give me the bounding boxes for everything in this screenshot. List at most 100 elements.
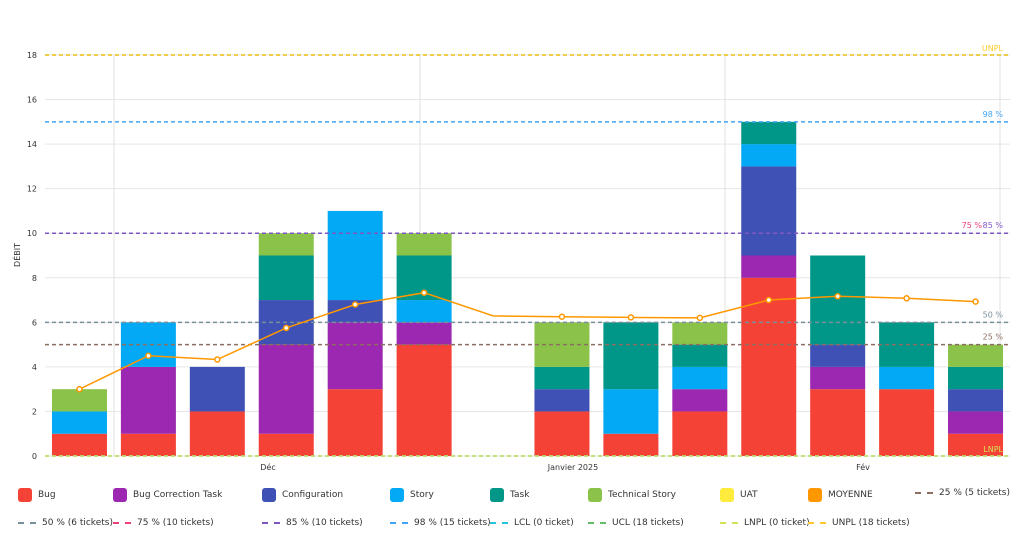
legend-item[interactable]: Task [490, 488, 529, 502]
bar-segment-task [810, 255, 866, 345]
reference-line-label: 75 % [962, 221, 983, 230]
bar-segment-bug-correction-task [258, 344, 314, 434]
y-tick-label: 18 [27, 51, 37, 60]
y-tick-label: 8 [32, 274, 37, 283]
legend-item[interactable]: Bug [18, 488, 56, 502]
y-tick-label: 14 [27, 140, 37, 149]
bar-segment-technical-story [396, 233, 452, 256]
legend-label: Technical Story [608, 490, 676, 500]
y-tick-label: 0 [32, 452, 37, 461]
bar-segment-task [534, 366, 590, 390]
legend-swatch-icon [18, 488, 32, 502]
legend-label: Task [510, 490, 530, 500]
bar-segment-story [672, 366, 728, 390]
moyenne-point [145, 352, 152, 359]
legend-label: UNPL (18 tickets) [832, 518, 910, 528]
legend-item[interactable]: Story [390, 488, 434, 502]
moyenne-point [903, 295, 910, 302]
x-group-label: Fév [856, 462, 870, 472]
y-tick-label: 6 [32, 318, 37, 327]
legend-label: UCL (18 tickets) [612, 518, 684, 528]
legend-item[interactable]: UNPL (18 tickets) [808, 518, 910, 528]
reference-line-label: 50 % [983, 310, 1004, 319]
legend-swatch-icon [720, 488, 734, 502]
x-group-label: Janvier 2025 [547, 463, 598, 472]
bar-segment-bug [51, 433, 107, 456]
legend-label: LNPL (0 ticket) [744, 518, 810, 528]
bar-segment-configuration [327, 300, 383, 323]
legend-item[interactable]: 98 % (15 tickets) [390, 518, 491, 528]
bar-segment-bug-correction-task [948, 411, 1004, 434]
legend-swatch-icon [808, 488, 822, 502]
legend-item[interactable]: Bug Correction Task [113, 488, 222, 502]
bar-segment-task [672, 344, 728, 367]
moyenne-point [696, 314, 704, 322]
legend-item[interactable]: LCL (0 ticket) [490, 518, 574, 528]
bar-segment-technical-story [51, 389, 107, 412]
legend-item[interactable]: Configuration [262, 488, 343, 502]
bar-segment-technical-story [258, 233, 314, 256]
bar-segment-bug [948, 433, 1004, 456]
reference-line-label: 25 % [983, 333, 1004, 342]
moyenne-point [627, 314, 635, 321]
bar-segment-configuration [810, 344, 866, 367]
legend-swatch-icon [490, 488, 504, 502]
legend-dash-icon [262, 522, 280, 524]
legend-item[interactable]: UAT [720, 488, 758, 502]
throughput-chart: 0 2 4 6 8 10 12 14 16 18 DÉBIT Déc Janvier 2025 Fév 25… [11, 44, 1010, 472]
legend-item[interactable]: 50 % (6 tickets) [18, 518, 113, 528]
legend-item[interactable]: LNPL (0 ticket) [720, 518, 810, 528]
y-tick-label: 2 [32, 407, 37, 416]
bar-segment-story [327, 210, 383, 301]
bar-segment-bug [741, 277, 797, 456]
legend-label: Story [410, 490, 434, 500]
legend-item[interactable]: MOYENNE [808, 488, 873, 502]
bar-segment-bug-correction-task [327, 322, 383, 390]
y-tick-label: 12 [27, 185, 37, 194]
bar-segment-bug [396, 344, 452, 456]
bar-segment-bug-correction-task [741, 255, 797, 278]
legend-item[interactable]: 85 % (10 tickets) [262, 518, 363, 528]
bar-segment-task [741, 121, 797, 145]
bar-segment-configuration [189, 366, 245, 412]
legend-dash-icon [720, 522, 738, 524]
bar-segment-technical-story [948, 344, 1004, 367]
legend-swatch-icon [262, 488, 276, 502]
bar-segment-story [603, 389, 659, 434]
legend-label: 25 % (5 tickets) [939, 488, 1010, 498]
moyenne-line [79, 291, 976, 390]
bar-segment-configuration [948, 389, 1004, 412]
legend-dash-icon [915, 492, 933, 494]
reference-line-label: LNPL [983, 445, 1003, 454]
bar-segment-bug [534, 411, 590, 456]
bar-segment-bug [672, 411, 728, 456]
legend-item[interactable]: 75 % (10 tickets) [113, 518, 214, 528]
moyenne-point [558, 313, 566, 321]
bar-segment-task [258, 255, 314, 301]
reference-line-label: UNPL [982, 44, 1004, 53]
legend-dash-icon [588, 522, 606, 524]
bar-segment-bug-correction-task [672, 389, 728, 412]
bar-segment-task [603, 322, 659, 390]
legend-dash-icon [808, 522, 826, 524]
legend-dash-icon [113, 522, 131, 524]
legend-label: 50 % (6 tickets) [42, 518, 113, 528]
moyenne-point [214, 356, 221, 363]
moyenne-point [351, 301, 359, 308]
legend-label: MOYENNE [828, 490, 873, 500]
moyenne-point [76, 385, 83, 393]
legend-item[interactable]: Technical Story [588, 488, 676, 502]
legend-item[interactable]: UCL (18 tickets) [588, 518, 684, 528]
legend-dash-icon [490, 522, 508, 524]
legend-label: Bug [38, 490, 56, 500]
bar-segment-bug [810, 389, 866, 456]
legend-swatch-icon [113, 488, 127, 502]
moyenne-point [972, 298, 979, 305]
y-axis-label: DÉBIT [11, 243, 22, 267]
moyenne-point [834, 293, 841, 300]
legend-label: 98 % (15 tickets) [414, 518, 491, 528]
moyenne-point [765, 296, 772, 304]
legend-item[interactable]: 25 % (5 tickets) [915, 488, 1010, 498]
bar-segment-task [948, 366, 1004, 390]
bar-segment-bug [120, 433, 176, 456]
